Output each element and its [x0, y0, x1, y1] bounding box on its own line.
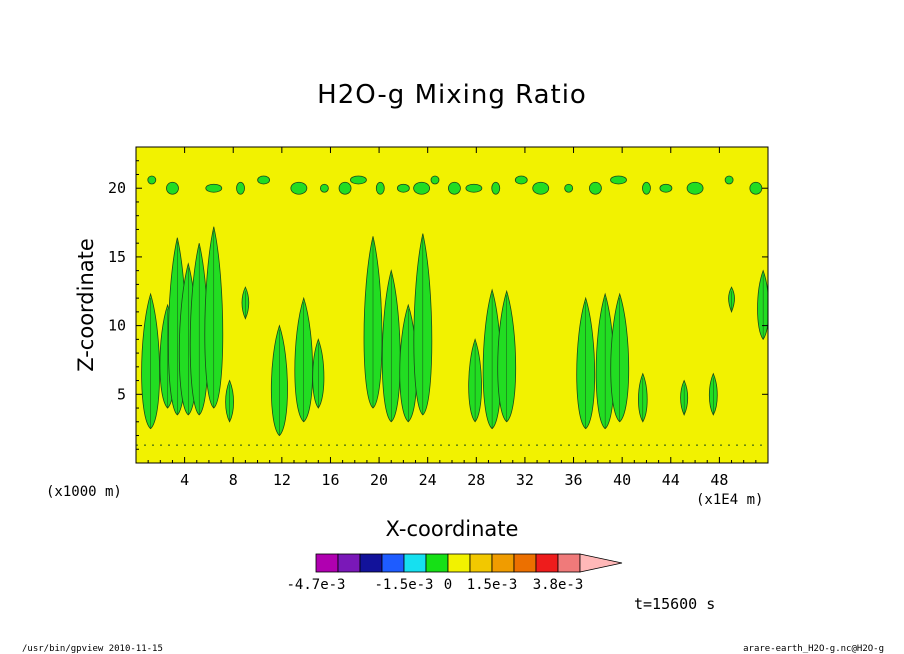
contour-blob: [564, 183, 574, 193]
x-tick-label: 32: [516, 471, 534, 489]
x-axis-ticks: 4 8 12 16 20 24 28 32 36 40 44 48: [147, 147, 757, 489]
colorbar-bin: [337, 553, 361, 573]
colorbar-bin: [491, 553, 515, 573]
footer-left: /usr/bin/gpview 2010-11-15: [22, 644, 163, 654]
colorbar-label: -4.7e-3: [286, 577, 345, 593]
y-tick-label: 5: [117, 385, 126, 403]
contour-blob: [166, 181, 179, 195]
y-units-note: (x1000 m): [46, 484, 122, 500]
x-tick-label: 20: [370, 471, 388, 489]
colorbar: -4.7e-3 -1.5e-3 0 1.5e-3 3.8e-3: [286, 553, 623, 593]
colorbar-bin: [381, 553, 405, 573]
colorbar-bin: [315, 553, 339, 573]
contour-blob: [147, 175, 157, 185]
x-tick-label: 28: [467, 471, 485, 489]
contour-blob: [338, 181, 352, 195]
contour-blob: [465, 183, 483, 193]
time-label: t=15600 s: [634, 595, 715, 613]
contour-blob: [375, 181, 385, 195]
colorbar-label: 3.8e-3: [533, 577, 584, 593]
contour-blob: [396, 183, 410, 193]
contour-blob: [257, 175, 271, 185]
colorbar-label: -1.5e-3: [374, 577, 433, 593]
contour-blob: [589, 181, 602, 195]
x-tick-label: 44: [662, 471, 680, 489]
contour-blob: [290, 181, 308, 195]
y-tick-label: 15: [108, 248, 126, 266]
contour-layer: [136, 175, 768, 446]
x-tick-label: 8: [229, 471, 238, 489]
y-axis-label: Z-coordinate: [74, 238, 98, 372]
colorbar-bin: [447, 553, 471, 573]
contour-blob: [532, 181, 550, 195]
x-tick-label: 16: [321, 471, 339, 489]
contour-blob: [610, 175, 627, 185]
contour-blob: [642, 181, 651, 195]
colorbar-bin: [535, 553, 559, 573]
contour-blob: [686, 181, 704, 195]
footer-right: arare-earth_H2O-g.nc@H2O-g: [743, 644, 884, 654]
contour-blob: [491, 181, 501, 195]
contour-blob: [205, 183, 223, 193]
colorbar-bin: [469, 553, 493, 573]
contour-blob: [236, 181, 245, 195]
x-axis-label: X-coordinate: [386, 517, 519, 541]
contour-blob: [659, 183, 673, 193]
colorbar-label: 0: [444, 577, 452, 593]
contour-blob: [514, 175, 528, 185]
colorbar-bin: [513, 553, 537, 573]
colorbar-bin: [359, 553, 383, 573]
contour-blob: [749, 181, 763, 195]
colorbar-bin: [425, 553, 449, 573]
contour-blob: [448, 181, 461, 195]
colorbar-arrow: [579, 553, 623, 573]
contour-blob: [413, 181, 431, 195]
contour-blob: [724, 175, 734, 185]
y-axis-ticks: 5 10 15 20: [108, 160, 768, 450]
contour-blob: [350, 175, 367, 185]
x-tick-label: 40: [613, 471, 631, 489]
colorbar-bin: [403, 553, 427, 573]
x-tick-label: 36: [565, 471, 583, 489]
colorbar-bin: [557, 553, 581, 573]
x-units-note: (x1E4 m): [696, 492, 763, 508]
y-tick-label: 20: [108, 179, 126, 197]
x-tick-label: 4: [180, 471, 189, 489]
contour-blob: [430, 175, 440, 185]
x-tick-label: 24: [419, 471, 437, 489]
chart-title: H2O-g Mixing Ratio: [317, 80, 587, 110]
x-tick-label: 48: [710, 471, 728, 489]
plot-background: [136, 147, 768, 463]
contour-blob: [319, 183, 329, 193]
y-tick-label: 10: [108, 317, 126, 335]
colorbar-label: 1.5e-3: [467, 577, 518, 593]
x-tick-label: 12: [273, 471, 291, 489]
